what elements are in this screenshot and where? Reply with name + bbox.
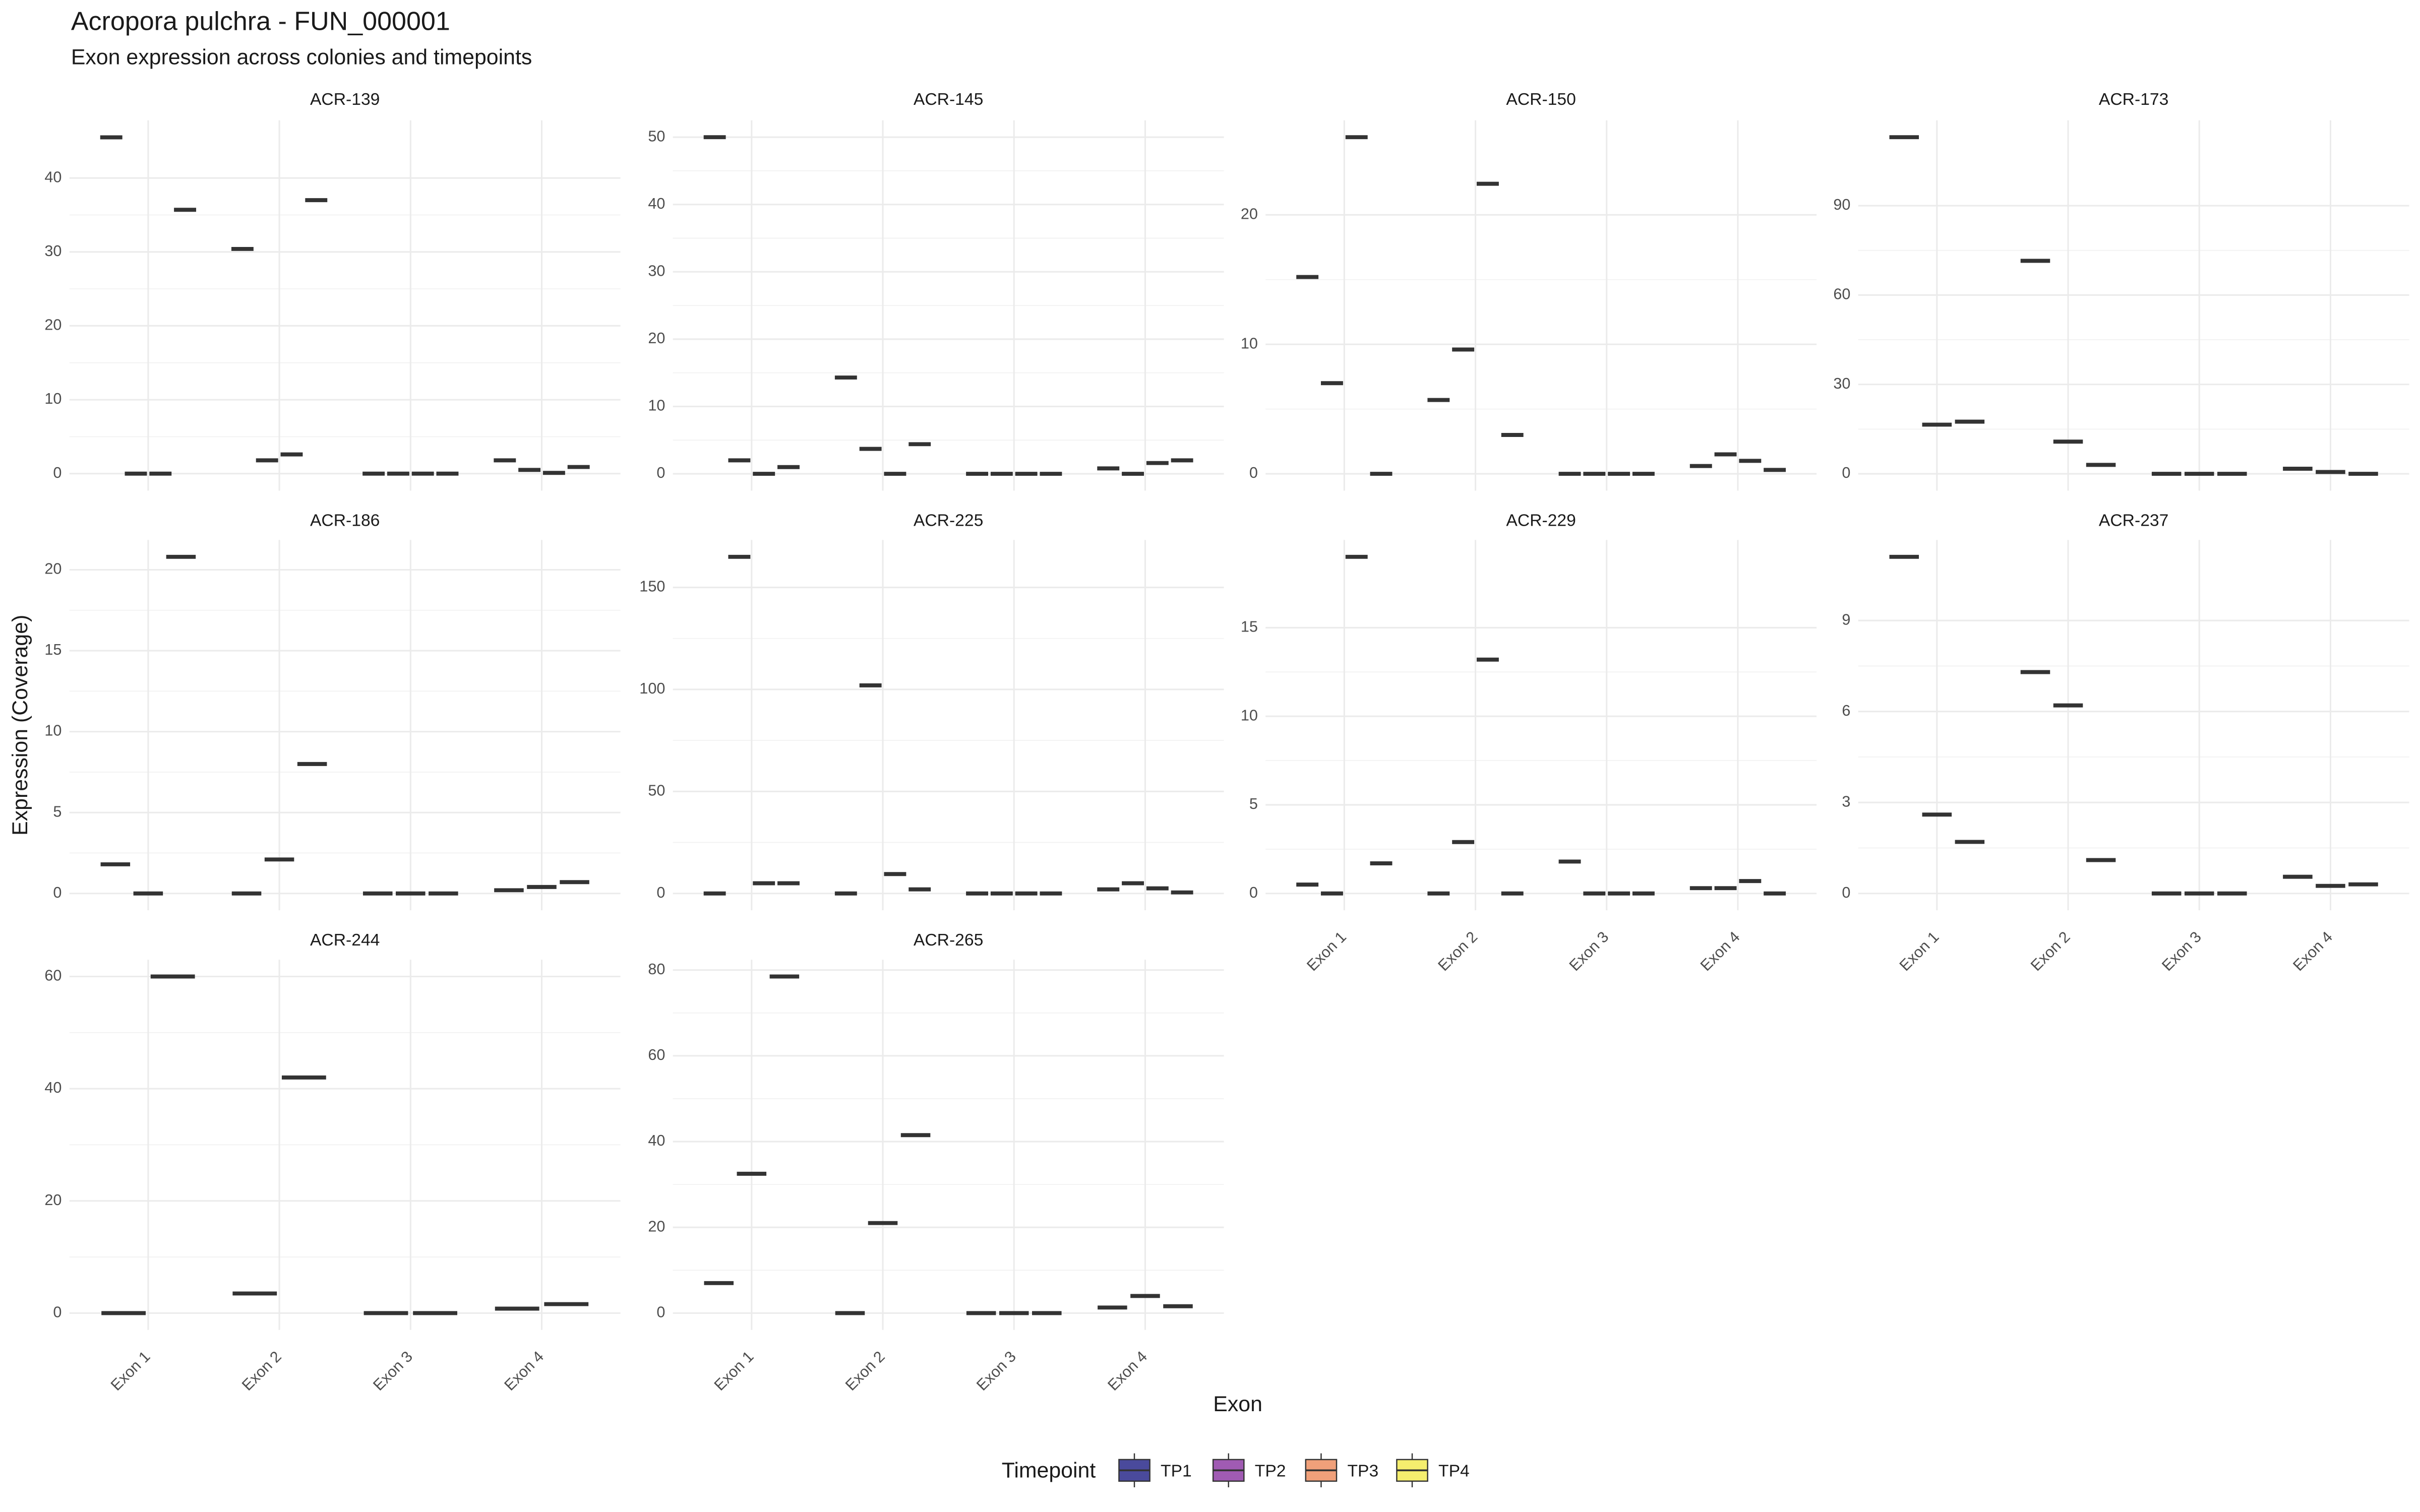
strip-title: ACR-139 <box>310 90 380 109</box>
y-tick-label: 60 <box>648 1046 665 1063</box>
y-tick-label: 0 <box>53 464 62 481</box>
x-tick-label: Exon 2 <box>1435 928 1481 974</box>
y-tick-label: 0 <box>53 1303 62 1320</box>
x-tick-label: Exon 4 <box>2290 928 2336 974</box>
strip-title: ACR-265 <box>914 931 983 950</box>
y-tick-label: 150 <box>639 578 665 595</box>
y-tick-label: 10 <box>44 390 62 407</box>
y-tick-label: 10 <box>1241 335 1258 352</box>
y-tick-label: 90 <box>1833 196 1850 213</box>
x-tick-label: Exon 2 <box>238 1348 284 1394</box>
y-tick-label: 10 <box>1241 707 1258 724</box>
y-tick-label: 40 <box>648 195 665 212</box>
x-tick-label: Exon 3 <box>1566 928 1612 974</box>
strip-title: ACR-173 <box>2099 90 2168 109</box>
y-tick-label: 9 <box>1842 611 1850 628</box>
chart-title: Acropora pulchra - FUN_000001 <box>71 7 450 36</box>
y-tick-label: 30 <box>44 242 62 260</box>
legend-label: TP4 <box>1438 1462 1470 1480</box>
y-tick-label: 10 <box>648 397 665 414</box>
strip-title: ACR-244 <box>310 931 380 950</box>
x-tick-label: Exon 1 <box>711 1348 757 1394</box>
legend-title: Timepoint <box>1002 1459 1096 1483</box>
legend-label: TP1 <box>1161 1462 1192 1480</box>
y-tick-label: 40 <box>44 168 62 185</box>
legend-label: TP3 <box>1347 1462 1378 1480</box>
strip-title: ACR-186 <box>310 512 380 530</box>
y-tick-label: 0 <box>1842 884 1850 901</box>
chart-subtitle: Exon expression across colonies and time… <box>71 45 532 70</box>
x-tick-label: Exon 3 <box>973 1348 1019 1394</box>
y-tick-label: 5 <box>1249 795 1258 812</box>
x-tick-label: Exon 4 <box>501 1348 547 1394</box>
y-tick-label: 0 <box>1842 464 1850 481</box>
y-tick-label: 6 <box>1842 702 1850 719</box>
x-tick-label: Exon 3 <box>370 1348 416 1394</box>
y-tick-label: 20 <box>44 1191 62 1209</box>
x-tick-label: Exon 4 <box>1105 1348 1151 1394</box>
y-tick-label: 100 <box>639 680 665 697</box>
y-tick-label: 30 <box>648 262 665 279</box>
y-tick-label: 20 <box>44 317 62 334</box>
x-tick-label: Exon 1 <box>107 1348 153 1394</box>
x-tick-label: Exon 1 <box>1896 928 1942 974</box>
x-tick-label: Exon 4 <box>1697 928 1743 974</box>
x-tick-label: Exon 1 <box>1304 928 1350 974</box>
strip-title: ACR-229 <box>1506 512 1576 530</box>
y-tick-label: 60 <box>1833 286 1850 303</box>
strip-title: ACR-150 <box>1506 90 1576 109</box>
y-tick-label: 0 <box>1249 464 1258 481</box>
y-tick-label: 60 <box>44 967 62 984</box>
y-tick-label: 15 <box>44 641 62 658</box>
y-tick-label: 3 <box>1842 793 1850 810</box>
strip-title: ACR-145 <box>914 90 983 109</box>
strip-title: ACR-237 <box>2099 512 2168 530</box>
y-tick-label: 20 <box>1241 205 1258 222</box>
y-tick-label: 0 <box>656 464 665 481</box>
y-tick-label: 0 <box>656 884 665 901</box>
legend-label: TP2 <box>1255 1462 1286 1480</box>
y-tick-label: 50 <box>648 782 665 799</box>
x-tick-label: Exon 3 <box>2158 928 2204 974</box>
x-axis-title: Exon <box>1213 1392 1262 1416</box>
x-tick-label: Exon 2 <box>842 1348 888 1394</box>
y-axis-title: Expression (Coverage) <box>8 615 32 836</box>
y-tick-label: 20 <box>648 330 665 347</box>
y-tick-label: 20 <box>44 560 62 578</box>
y-tick-label: 0 <box>53 884 62 901</box>
x-tick-label: Exon 2 <box>2027 928 2073 974</box>
y-tick-label: 20 <box>648 1218 665 1235</box>
y-tick-label: 0 <box>656 1303 665 1320</box>
y-tick-label: 30 <box>1833 375 1850 392</box>
y-tick-label: 5 <box>53 803 62 820</box>
y-tick-label: 40 <box>648 1132 665 1149</box>
y-tick-label: 0 <box>1249 884 1258 901</box>
strip-title: ACR-225 <box>914 512 983 530</box>
y-tick-label: 40 <box>44 1079 62 1096</box>
y-tick-label: 15 <box>1241 618 1258 636</box>
y-tick-label: 10 <box>44 722 62 739</box>
y-tick-label: 50 <box>648 128 665 145</box>
y-tick-label: 80 <box>648 961 665 978</box>
